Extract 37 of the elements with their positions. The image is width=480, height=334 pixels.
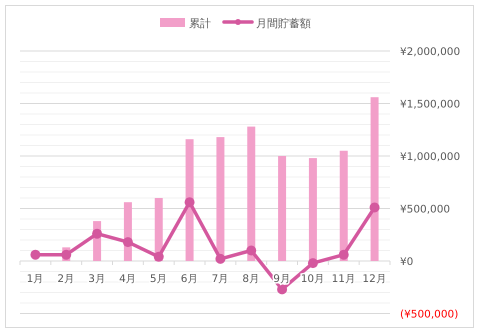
x-tick-label: 8月 — [242, 273, 260, 285]
point — [308, 258, 318, 268]
y-tick-label: ¥0 — [400, 256, 414, 268]
bar — [278, 156, 286, 261]
point — [370, 202, 380, 212]
point — [30, 250, 40, 260]
bar — [370, 97, 379, 261]
x-tick-label: 10月 — [300, 273, 326, 285]
x-tick-label: 5月 — [150, 273, 168, 285]
point — [122, 237, 133, 248]
point — [277, 284, 288, 294]
bar — [340, 150, 348, 261]
point — [338, 250, 349, 260]
x-tick-label: 6月 — [180, 273, 198, 285]
point — [246, 246, 256, 256]
bar — [186, 139, 194, 261]
x-tick-label: 2月 — [57, 273, 76, 285]
point — [184, 197, 195, 208]
y-tick-label: ¥2,000,000 — [400, 46, 460, 58]
x-tick-label: 12月 — [362, 273, 387, 285]
x-tick-label: 4月 — [119, 273, 137, 285]
y-tick-label: ¥1,500,000 — [400, 98, 460, 110]
x-tick-label: 7月 — [212, 273, 230, 285]
legend-label: 累計 — [189, 17, 211, 30]
x-tick-label: 3月 — [88, 273, 106, 285]
y-tick-label: (¥500,000) — [400, 308, 458, 320]
y-tick-label: ¥500,000 — [400, 204, 450, 216]
x-tick-label: 1月 — [26, 273, 44, 285]
legend-label: 月間貯蓄額 — [256, 17, 311, 30]
point — [61, 250, 72, 260]
x-tick-label: 11月 — [332, 273, 356, 285]
y-tick-label: ¥1,000,000 — [400, 151, 460, 163]
point — [215, 254, 226, 264]
point — [154, 252, 164, 262]
bar — [247, 126, 256, 261]
point — [92, 228, 102, 239]
bar — [308, 158, 317, 261]
